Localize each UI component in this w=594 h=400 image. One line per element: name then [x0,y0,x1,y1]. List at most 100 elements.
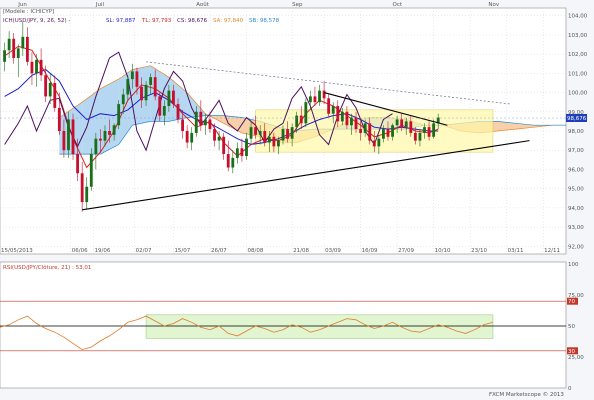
candle-body [53,82,57,108]
candle-body [181,119,184,131]
candle [89,148,93,191]
candle [350,113,353,135]
indicator-label: ICH(USD/JPY, 9, 26, 52) - [3,18,70,24]
candle [30,52,34,85]
candle [16,44,20,78]
candle-body [140,86,143,101]
candle-body [277,140,280,147]
candle-body [185,131,189,143]
price-y-tick: 94,00 [568,206,584,212]
sl-label: SL: 97,887 [106,18,136,24]
candle [126,75,130,101]
candle [208,111,212,133]
candle [153,69,157,101]
candle-body [80,173,84,203]
candle [299,106,303,130]
price-x-tick: 03/09 [325,248,341,254]
price-y-tick: 95,00 [568,187,584,193]
candle [103,125,107,147]
dotted-resistance-line [146,61,512,105]
candle [372,131,376,153]
candle-body [350,117,353,126]
candle-body [363,123,367,133]
candle [368,117,372,145]
price-x-tick: 06/06 [72,248,88,254]
candle [62,119,66,158]
candle [21,21,25,57]
candle-body [176,104,180,120]
candle-body [158,96,162,116]
candle [121,88,125,114]
candle-body [359,129,363,133]
candle-body [222,136,226,155]
price-x-tick: 26/07 [211,248,227,254]
rsi-line [0,315,494,351]
candle [67,111,70,158]
candle [327,94,331,118]
candle [436,113,440,130]
price-x-tick: 21/08 [293,248,309,254]
candle-body [413,132,417,141]
candle [345,106,349,130]
month-label: Jun [17,2,27,8]
month-label: Juil [95,2,105,8]
candle [249,121,253,145]
candle-body [267,136,271,143]
candle [281,125,285,145]
candle-body [76,154,80,174]
candle [176,98,180,124]
month-label: Oct [393,2,403,8]
candle [336,100,340,128]
candle [57,92,61,135]
candle-body [89,154,93,187]
candle [130,63,134,89]
price-x-tick: 12/11 [544,248,560,254]
candle-body [62,131,66,151]
candle-body [7,38,11,51]
candle-body [135,71,139,87]
candle-body [21,36,25,49]
candle [245,132,248,160]
candle [35,54,38,87]
rsi-level-tag [567,297,578,305]
candle [377,134,381,155]
candle [400,113,404,131]
candle [235,142,239,164]
price-y-tick: 103,00 [568,33,588,39]
price-x-tick: 15/07 [174,248,190,254]
candle-body [35,59,38,74]
candle [185,125,189,149]
candle-body [423,127,426,133]
candle [290,123,294,147]
candle-body [108,131,111,135]
cs-label: CS: 98,676 [177,18,208,24]
candle-body [299,115,303,124]
rsi-y-tick: 100 [568,262,579,268]
candle [413,127,417,145]
candle-body [340,111,344,122]
candle [231,150,235,174]
candle-body [327,98,331,114]
candle [277,136,280,155]
triangle-upper-line [323,92,448,126]
candle-body [432,123,436,137]
candle-body [30,61,34,74]
candle-body [304,102,308,124]
candle [162,100,166,126]
price-x-tick: 19/06 [95,248,111,254]
candle [94,132,98,170]
rsi-y-tick: 50 [568,324,575,330]
candle-body [263,131,267,143]
candle [267,131,271,153]
rsi-y-tick: 70 [568,299,575,305]
candle-body [94,138,98,155]
candle-body [436,117,440,124]
rsi-y-tick: 30 [568,349,575,355]
candle-body [172,90,175,105]
candle-body [153,77,157,97]
candle-body [336,106,340,122]
candle [213,123,216,147]
candle-body [354,117,358,130]
price-x-tick: 02/07 [136,248,152,254]
